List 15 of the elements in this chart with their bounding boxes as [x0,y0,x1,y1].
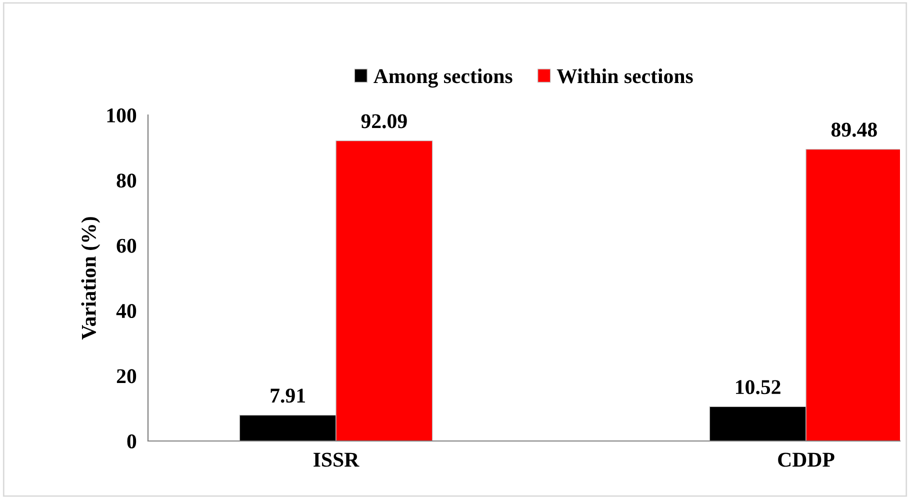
legend-label: Within sections [556,68,693,84]
data-label: 89.48 [831,122,877,137]
data-label: 10.52 [736,380,780,394]
y-axis-title: Variation (%) [81,217,100,340]
y-tick-label: 20 [116,369,136,384]
legend-label: Among sections [374,68,512,88]
x-tick-label: ISSR [314,452,360,467]
data-label: 7.91 [270,388,305,403]
y-tick-label: 100 [107,108,136,122]
y-tick-label: 40 [116,304,136,318]
y-tick-label: 60 [116,238,136,253]
y-tick-label: 80 [116,174,136,188]
y-tick-label: 0 [127,434,136,448]
data-label: 92.09 [361,114,407,128]
x-tick-label: CDDP [778,452,834,467]
